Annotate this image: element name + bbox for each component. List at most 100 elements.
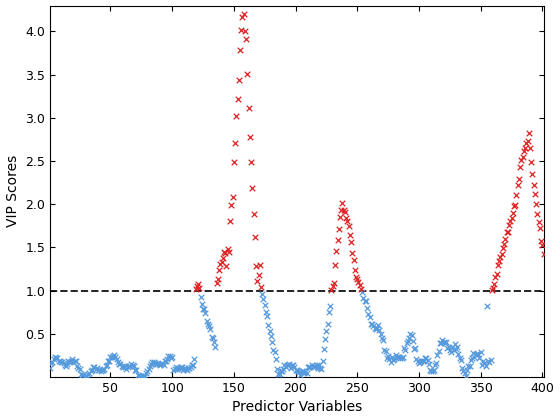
Point xyxy=(531,201,540,208)
Point xyxy=(59,360,68,366)
Point xyxy=(201,310,210,316)
Point xyxy=(312,362,321,368)
Point xyxy=(281,364,290,370)
Point xyxy=(446,349,455,356)
Point xyxy=(516,164,525,171)
Point xyxy=(72,358,81,365)
Point xyxy=(237,27,246,34)
Point xyxy=(282,361,291,368)
Point xyxy=(319,346,328,352)
Point xyxy=(104,357,113,364)
Point xyxy=(512,191,521,198)
Point xyxy=(102,362,111,368)
Point xyxy=(253,278,262,285)
Point xyxy=(205,323,214,329)
Point xyxy=(134,373,143,380)
Point xyxy=(95,367,104,373)
Point xyxy=(386,359,395,365)
Point xyxy=(521,145,530,152)
Point xyxy=(163,355,172,362)
Point xyxy=(141,372,150,379)
Point xyxy=(92,365,101,371)
Point xyxy=(115,360,124,367)
X-axis label: Predictor Variables: Predictor Variables xyxy=(232,400,362,415)
Point xyxy=(471,351,480,358)
Point xyxy=(302,370,311,377)
Point xyxy=(535,224,544,231)
Point xyxy=(363,305,372,312)
Point xyxy=(148,359,157,366)
Point xyxy=(295,368,304,375)
Point xyxy=(249,211,258,218)
Point xyxy=(533,210,542,217)
Point xyxy=(129,363,138,370)
Point xyxy=(160,357,169,364)
Point xyxy=(198,306,207,312)
Point xyxy=(497,251,506,258)
Point xyxy=(109,352,118,359)
Point xyxy=(273,365,282,372)
Point xyxy=(501,236,510,242)
Point xyxy=(186,364,195,370)
Point xyxy=(220,249,228,256)
Point xyxy=(382,355,391,362)
Point xyxy=(353,276,362,283)
Point xyxy=(64,358,73,365)
Point xyxy=(343,217,352,224)
Point xyxy=(469,350,478,357)
Point xyxy=(105,357,114,364)
Point xyxy=(475,354,484,361)
Point xyxy=(97,367,106,373)
Point xyxy=(442,338,451,345)
Point xyxy=(218,255,227,261)
Point xyxy=(392,353,401,360)
Point xyxy=(525,144,534,151)
Point xyxy=(264,322,273,328)
Point xyxy=(491,274,500,281)
Point xyxy=(291,367,300,374)
Point xyxy=(494,257,503,264)
Point xyxy=(422,355,431,362)
Point xyxy=(440,340,449,346)
Point xyxy=(389,357,398,363)
Point xyxy=(351,266,360,273)
Point xyxy=(270,349,279,355)
Point xyxy=(165,352,174,359)
Point xyxy=(118,363,127,370)
Point xyxy=(164,353,173,360)
Point xyxy=(318,358,327,365)
Point xyxy=(530,191,539,197)
Point xyxy=(325,303,334,310)
Point xyxy=(101,363,110,370)
Point xyxy=(431,361,440,368)
Point xyxy=(49,355,58,362)
Point xyxy=(335,214,344,221)
Point xyxy=(60,361,69,368)
Point xyxy=(111,353,120,360)
Point xyxy=(88,364,97,370)
Point xyxy=(384,353,393,360)
Point xyxy=(409,345,418,352)
Point xyxy=(75,366,84,373)
Point xyxy=(366,320,375,327)
Point xyxy=(519,148,528,155)
Point xyxy=(263,312,272,319)
Point xyxy=(496,254,505,261)
Point xyxy=(371,326,380,333)
Point xyxy=(73,363,82,370)
Point xyxy=(473,350,482,357)
Point xyxy=(337,207,346,213)
Point xyxy=(189,362,198,369)
Point xyxy=(269,346,278,353)
Point xyxy=(405,335,414,341)
Point xyxy=(203,320,212,327)
Point xyxy=(367,320,376,327)
Point xyxy=(188,362,197,369)
Point xyxy=(323,320,332,327)
Point xyxy=(298,368,307,375)
Point xyxy=(361,298,370,305)
Point xyxy=(268,339,277,346)
Point xyxy=(214,266,223,273)
Point xyxy=(321,336,330,343)
Point xyxy=(227,201,236,208)
